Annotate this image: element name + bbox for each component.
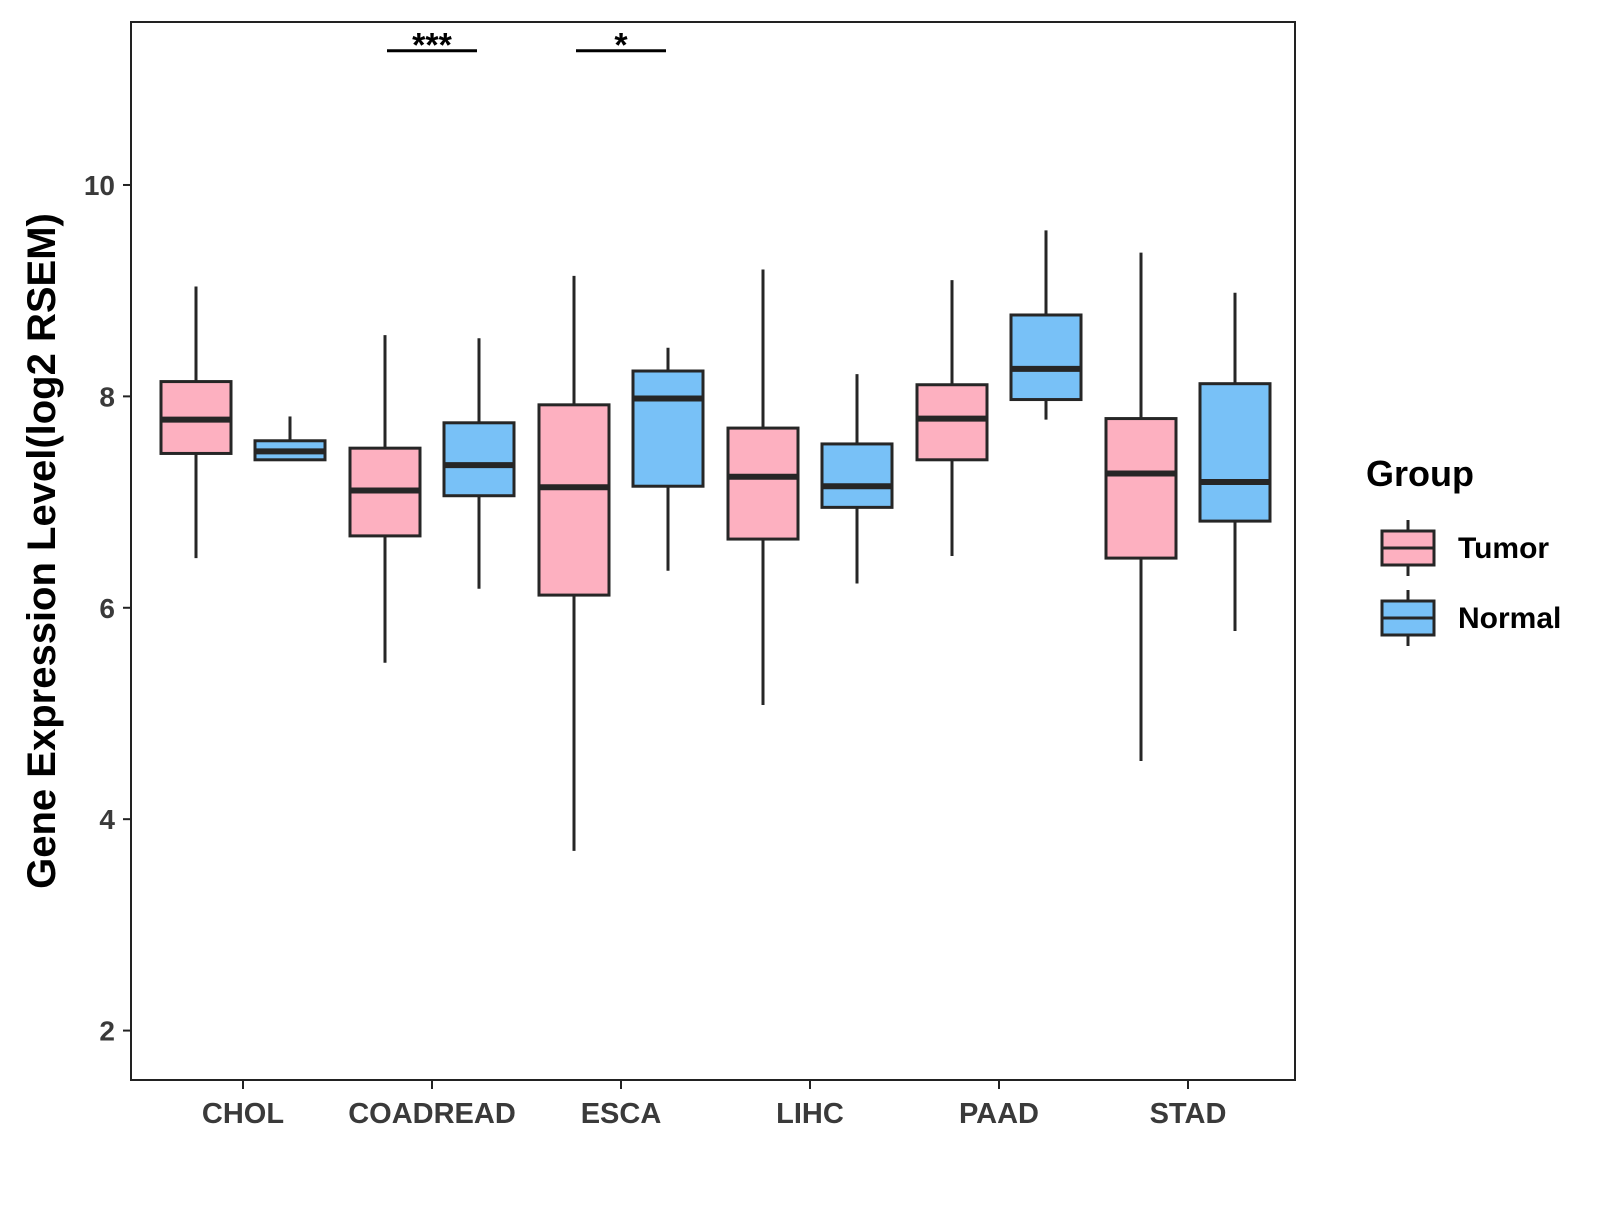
legend-normal-label: Normal [1458, 602, 1561, 635]
y-axis-label: Gene Expression Level(log2 RSEM) [20, 213, 64, 889]
x-tick-label-coadread: COADREAD [348, 1098, 516, 1130]
x-tick-label-stad: STAD [1150, 1098, 1227, 1130]
y-tick-label-4: 4 [99, 804, 115, 835]
normal-coadread-box [442, 421, 516, 498]
x-tick-label-lihc: LIHC [776, 1098, 844, 1130]
y-tick-label-10: 10 [84, 170, 115, 201]
y-tick-label-6: 6 [99, 593, 115, 624]
normal-stad-box [1198, 382, 1272, 523]
legend-title: Group [1366, 453, 1474, 494]
x-tick-label-paad: PAAD [959, 1098, 1039, 1130]
normal-lihc-box [820, 442, 894, 509]
legend-tumor-label: Tumor [1458, 532, 1549, 565]
x-tick-label-chol: CHOL [202, 1098, 284, 1130]
significance-label-coadread: *** [412, 27, 452, 65]
tumor-paad-box [915, 383, 989, 462]
panel-border [130, 21, 1296, 1081]
y-tick-label-2: 2 [99, 1016, 115, 1047]
y-tick-label-8: 8 [99, 381, 115, 412]
tumor-stad-box [1104, 417, 1178, 560]
tumor-esca-box [537, 403, 611, 597]
x-tick-label-esca: ESCA [581, 1098, 662, 1130]
significance-label-esca: * [614, 27, 628, 65]
tumor-lihc-box [726, 426, 800, 541]
normal-esca-box [631, 369, 705, 488]
normal-paad-box [1009, 313, 1083, 402]
